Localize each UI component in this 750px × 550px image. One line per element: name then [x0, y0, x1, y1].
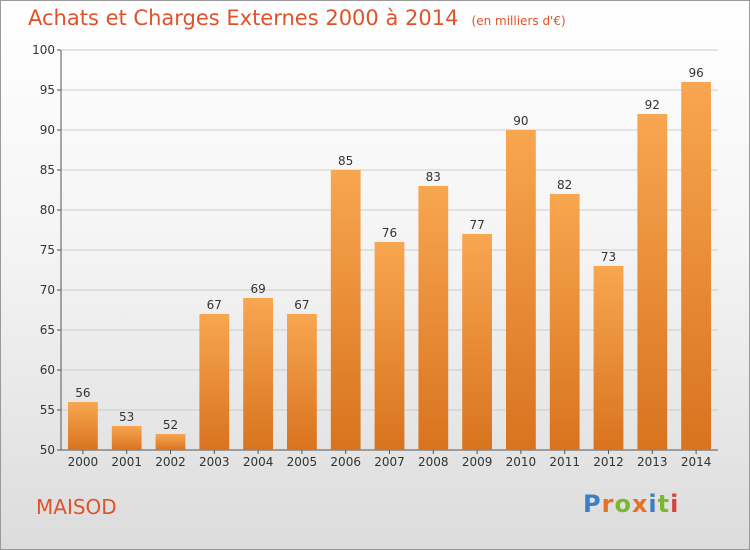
x-tick-label: 2006 — [330, 455, 361, 469]
bar-2010 — [506, 130, 536, 450]
chart-subtitle: (en milliers d'€) — [471, 14, 566, 28]
data-label: 82 — [557, 178, 572, 192]
logo-letter: x — [631, 490, 649, 518]
bar-layer — [68, 82, 711, 450]
bar-2005 — [287, 314, 317, 450]
bar-2001 — [111, 426, 142, 450]
y-tick-label: 60 — [40, 363, 55, 377]
data-label: 69 — [250, 282, 265, 296]
x-tick-label: 2011 — [549, 455, 580, 469]
data-label: 90 — [513, 114, 528, 128]
y-tick-label: 50 — [40, 443, 55, 457]
x-tick-label: 2003 — [199, 455, 230, 469]
label-layer: 56 53 52 67 69 67 85 76 83 77 90 82 73 92 96 — [75, 66, 703, 432]
y-tick-label: 85 — [40, 163, 55, 177]
data-label: 52 — [163, 418, 178, 432]
logo-letter: r — [601, 490, 615, 518]
y-tick-label: 100 — [32, 43, 55, 57]
data-label: 73 — [601, 250, 616, 264]
proxiti-logo[interactable]: Proxiti — [583, 490, 679, 518]
bar-2009 — [462, 234, 492, 450]
data-label: 92 — [645, 98, 660, 112]
bar-2002 — [155, 434, 186, 450]
logo-letter: t — [657, 490, 671, 518]
logo-letter: o — [614, 490, 632, 518]
bar-2008 — [418, 186, 449, 450]
x-tick-label: 2014 — [681, 455, 712, 469]
logo-letter: i — [670, 490, 680, 518]
y-tick-label: 65 — [40, 323, 55, 337]
y-tick-label: 80 — [40, 203, 55, 217]
bar-2014 — [681, 82, 711, 450]
y-tick-label: 70 — [40, 283, 55, 297]
data-label: 83 — [426, 170, 441, 184]
x-tick-label: 2007 — [374, 455, 405, 469]
data-label: 56 — [75, 386, 90, 400]
x-tick-label: 2009 — [462, 455, 493, 469]
bar-2004 — [243, 298, 273, 450]
data-label: 53 — [119, 410, 134, 424]
data-label: 96 — [688, 66, 703, 80]
x-tick-label: 2002 — [155, 455, 186, 469]
x-tick-label: 2005 — [287, 455, 318, 469]
y-tick-label: 90 — [40, 123, 55, 137]
y-tick-label: 95 — [40, 83, 55, 97]
logo-letter: P — [583, 490, 602, 518]
data-label: 67 — [294, 298, 309, 312]
bar-2013 — [637, 114, 668, 450]
bar-2007 — [374, 242, 405, 450]
commune-name: MAISOD — [36, 495, 117, 519]
x-tick-label: 2001 — [111, 455, 142, 469]
x-tick-label: 2013 — [637, 455, 668, 469]
x-tick-label: 2010 — [506, 455, 537, 469]
title-row: Achats et Charges Externes 2000 à 2014 (… — [28, 6, 566, 30]
logo-letter: i — [648, 490, 658, 518]
bar-2012 — [593, 266, 624, 450]
data-label: 77 — [469, 218, 484, 232]
x-tick-label: 2008 — [418, 455, 449, 469]
x-tick-label: 2004 — [243, 455, 274, 469]
bar-2011 — [549, 194, 580, 450]
bar-2006 — [330, 170, 361, 450]
chart-title: Achats et Charges Externes 2000 à 2014 — [28, 6, 459, 30]
bar-2000 — [68, 402, 98, 450]
data-label: 85 — [338, 154, 353, 168]
bar-2003 — [199, 314, 230, 450]
y-tick-label: 75 — [40, 243, 55, 257]
x-tick-label: 2000 — [68, 455, 99, 469]
data-label: 67 — [207, 298, 222, 312]
y-tick-label: 55 — [40, 403, 55, 417]
x-tick-label: 2012 — [593, 455, 624, 469]
data-label: 76 — [382, 226, 397, 240]
